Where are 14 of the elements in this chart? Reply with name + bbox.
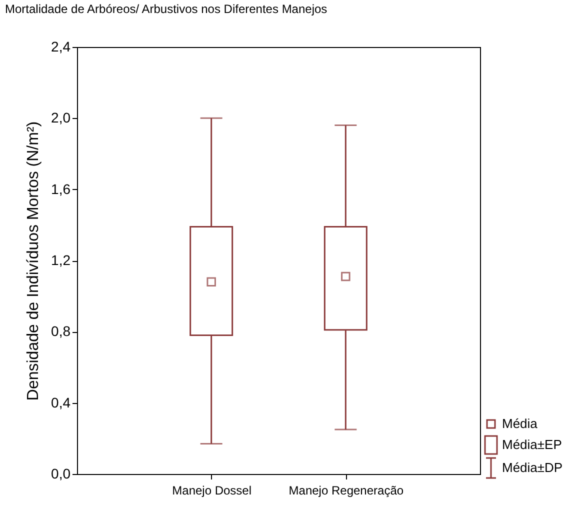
y-axis-title: Densidade de Indivíduos Mortos (N/m²) [25, 121, 42, 401]
y-tick-label: 0,4 [51, 394, 71, 410]
x-tick-label: Manejo Regeneração [288, 484, 404, 498]
chart-title: Mortalidade de Arbóreos/ Arbustivos nos Diferentes Manejos [5, 2, 328, 16]
text: Média [502, 415, 538, 433]
y-tick-label: 1,6 [51, 180, 71, 197]
y-tick-label: 1,2 [51, 252, 71, 268]
x-tick-label: Manejo Dossel [172, 484, 252, 498]
text: Média±EP [502, 436, 562, 454]
y-tick-label: 0,8 [51, 323, 71, 340]
y-tick-label: 0,0 [51, 466, 71, 482]
y-tick-label: 2,4 [51, 38, 71, 54]
text: Média±DP [502, 459, 563, 477]
y-tick-label: 2,0 [51, 110, 71, 126]
